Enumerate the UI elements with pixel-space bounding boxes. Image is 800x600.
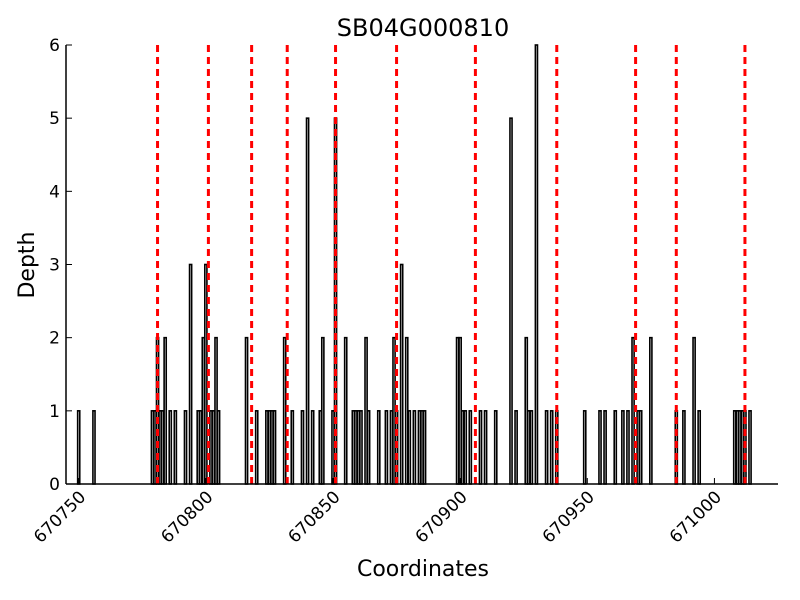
depth-bar <box>682 410 686 485</box>
depth-bar <box>168 410 173 485</box>
depth-bar <box>376 410 381 485</box>
depth-bar <box>748 410 752 485</box>
depth-bar <box>310 410 315 485</box>
depth-bar <box>407 410 412 485</box>
y-tick-label: 4 <box>49 182 60 202</box>
depth-bar <box>163 336 168 485</box>
depth-bar <box>649 336 653 485</box>
depth-bar <box>282 336 287 485</box>
depth-bar <box>399 263 404 485</box>
depth-bar <box>598 410 602 485</box>
depth-bar <box>529 410 534 485</box>
depth-bar <box>422 410 427 485</box>
depth-bar <box>290 410 295 485</box>
depth-bar <box>509 117 513 485</box>
depth-bar <box>534 44 539 485</box>
y-tick-label: 6 <box>49 36 60 56</box>
depth-bar <box>478 410 483 485</box>
y-tick-label: 1 <box>49 402 60 422</box>
depth-bar <box>272 410 277 485</box>
depth-bar <box>549 410 554 485</box>
bars-layer <box>76 44 752 485</box>
y-axis-label: Depth <box>15 231 40 298</box>
depth-bar <box>697 410 702 485</box>
depth-bar <box>582 410 587 485</box>
depth-bar <box>384 410 389 485</box>
y-tick-label: 2 <box>49 329 60 349</box>
depth-bar <box>300 410 305 485</box>
depth-bar <box>366 410 371 485</box>
depth-bar <box>320 336 325 485</box>
y-tick-label: 5 <box>49 109 60 129</box>
x-tick-label: 670900 <box>412 487 472 547</box>
depth-bar <box>76 410 81 485</box>
depth-bar <box>603 410 607 485</box>
depth-bar <box>412 410 417 485</box>
depth-bar <box>692 336 696 485</box>
depth-bar <box>305 117 310 485</box>
x-axis-label: Coordinates <box>357 557 489 582</box>
depth-bar <box>92 410 96 485</box>
depth-bar <box>216 410 221 485</box>
x-tick-label: 670850 <box>284 487 344 547</box>
depth-bar <box>244 336 249 485</box>
x-tick-label: 670800 <box>157 487 217 547</box>
depth-bar <box>631 336 635 485</box>
x-tick-label: 670950 <box>539 487 599 547</box>
y-ticks: 0 1 2 3 4 5 6 <box>49 36 72 495</box>
depth-bar <box>359 410 363 485</box>
depth-bar <box>514 410 518 485</box>
y-tick-label: 3 <box>49 256 60 276</box>
x-tick-label: 670750 <box>30 487 90 547</box>
depth-bar <box>638 410 643 485</box>
depth-bar <box>173 410 178 485</box>
depth-bar <box>626 410 630 485</box>
chart-title: SB04G000810 <box>337 14 509 42</box>
x-ticks: 670750 670800 670850 670900 670950 671000 <box>30 478 726 547</box>
depth-bar <box>254 410 259 485</box>
depth-bar <box>493 410 498 485</box>
x-tick-label: 671000 <box>666 487 726 547</box>
depth-bar <box>463 410 468 485</box>
y-tick-label: 0 <box>49 475 60 495</box>
depth-bar <box>483 410 488 485</box>
depth-bar <box>613 410 618 485</box>
depth-bar <box>343 336 348 485</box>
depth-bar <box>183 410 188 485</box>
marker-lines-layer <box>156 45 747 484</box>
depth-bar <box>621 410 625 485</box>
depth-bar <box>188 263 193 485</box>
depth-bar <box>204 263 208 485</box>
depth-bar <box>544 410 549 485</box>
depth-bar <box>468 410 473 485</box>
